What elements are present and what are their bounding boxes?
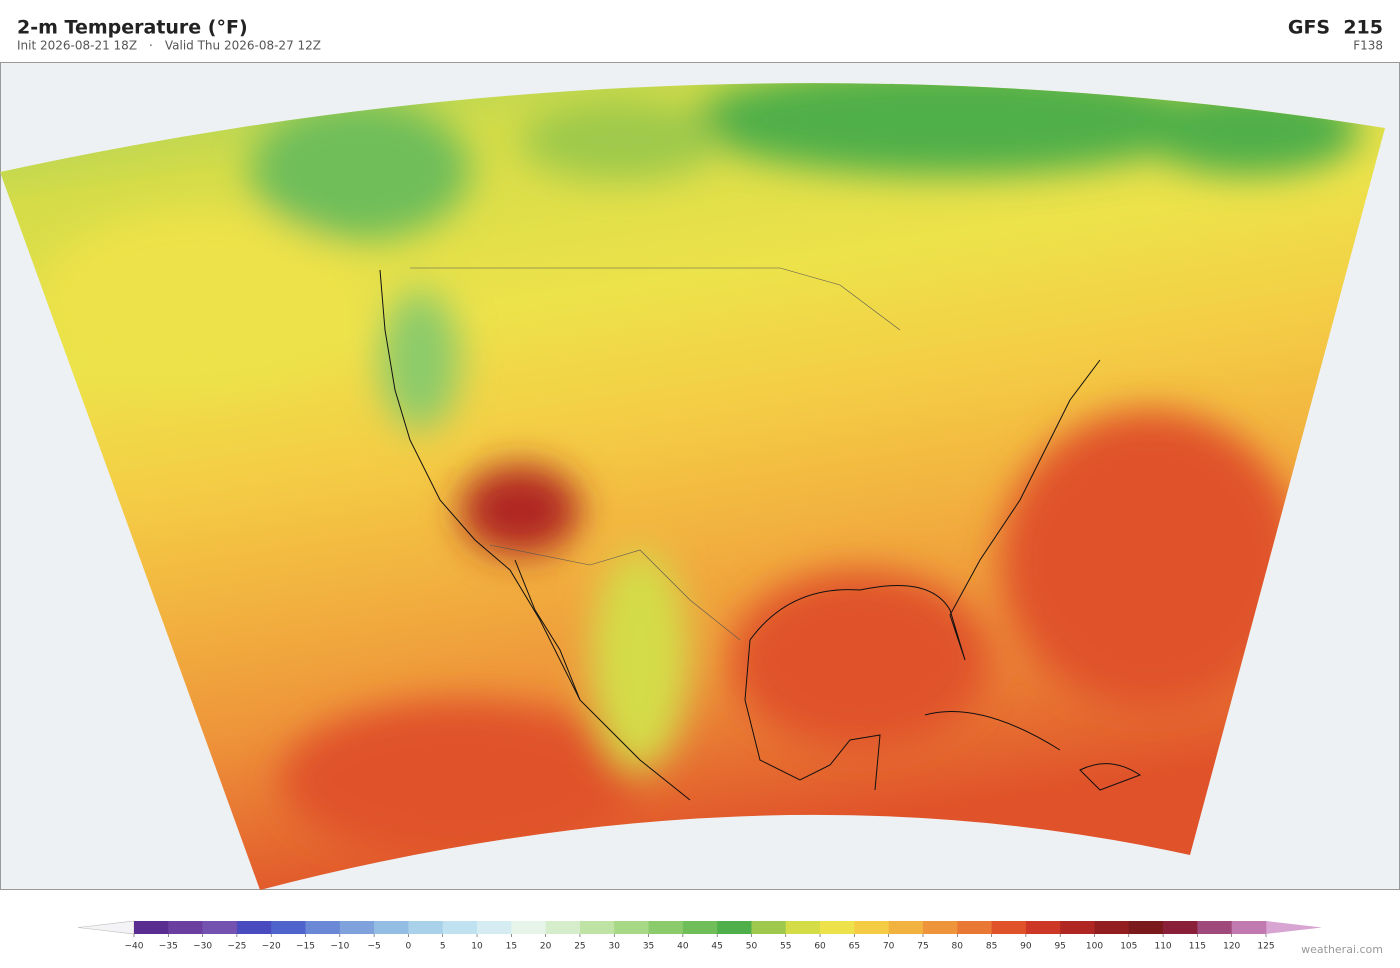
colorbar-segment (305, 921, 341, 934)
colorbar-tick-label: 20 (540, 942, 552, 952)
colorbar-tick-label: −30 (193, 942, 212, 952)
colorbar: −40 −35 −30 −25 −20 −15 −10 −5 0 5 10 15 20 25 30 35 40 4… (77, 920, 1322, 952)
colorbar-segment (1197, 921, 1232, 934)
colorbar-tick-label: −5 (367, 942, 380, 952)
colorbar-segment (888, 921, 924, 934)
colorbar-segment (545, 921, 581, 934)
colorbar-tick-label: 0 (406, 942, 412, 952)
colorbar-segment (134, 921, 169, 934)
colorbar-tick-label: 100 (1086, 942, 1103, 952)
colorbar-segment (236, 921, 272, 934)
colorbar-tick-label: 115 (1189, 942, 1206, 952)
colorbar-segment (168, 921, 203, 934)
colorbar-segment (511, 921, 546, 934)
colorbar-tick-label: 70 (883, 942, 895, 952)
colorbar-tick-label: −40 (125, 942, 144, 952)
colorbar-under (77, 920, 135, 935)
colorbar-segment (682, 921, 718, 934)
colorbar-tick-label: 15 (506, 942, 517, 952)
model-name: GFS 215 (1288, 17, 1383, 39)
separator: · (149, 39, 153, 53)
colorbar-segment (820, 921, 855, 934)
colorbar-tick-label: −10 (330, 942, 349, 952)
colorbar-segment (1025, 921, 1061, 934)
colorbar-tick-label: 60 (814, 942, 826, 952)
colorbar-tick-label: 75 (917, 942, 928, 952)
colorbar-tick-label: 85 (986, 942, 997, 952)
colorbar-tick-label: 105 (1120, 942, 1137, 952)
colorbar-tick-label: 65 (849, 942, 860, 952)
colorbar-segment (477, 921, 512, 934)
colorbar-segment (271, 921, 306, 934)
borders (410, 267, 901, 641)
colorbar-tick-label: 125 (1257, 942, 1274, 952)
colorbar-tick-label: −20 (262, 942, 281, 952)
colorbar-segment (957, 921, 992, 934)
colorbar-segment (717, 921, 752, 934)
colorbar-segment (1094, 921, 1130, 934)
colorbar-segment (442, 921, 478, 934)
colorbar-segment (854, 921, 889, 934)
coastlines (379, 269, 1142, 801)
colorbar-tick-label: 10 (471, 942, 483, 952)
colorbar-segment (1163, 921, 1198, 934)
field-features (40, 83, 1360, 860)
colorbar-segment (1231, 921, 1267, 934)
colorbar-tick-label: −35 (159, 942, 178, 952)
colorbar-tick-label: 120 (1223, 942, 1240, 952)
colorbar-tick-label: −15 (296, 942, 315, 952)
colorbar-tick-label: 25 (574, 942, 585, 952)
colorbar-tick-label: 50 (746, 942, 758, 952)
colorbar-tick-label: 95 (1054, 942, 1065, 952)
colorbar-segment (648, 921, 684, 934)
colorbar-tick-label: 80 (952, 942, 964, 952)
colorbar-segment (202, 921, 238, 934)
colorbar-over (1266, 921, 1322, 934)
init-time: Init 2026-08-21 18Z (17, 39, 137, 53)
colorbar-segment (785, 921, 821, 934)
temperature-field (0, 83, 1385, 891)
colorbar-tick-label: 110 (1154, 942, 1171, 952)
colorbar-tick-label: −25 (227, 942, 246, 952)
colorbar-tick-label: 45 (711, 942, 722, 952)
colorbar-tick-label: 90 (1020, 942, 1032, 952)
colorbar-tick-label: 30 (609, 942, 621, 952)
colorbar-segment (408, 921, 444, 934)
colorbar-segment (1060, 921, 1095, 934)
valid-time: Valid Thu 2026-08-27 12Z (165, 39, 321, 53)
colorbar-segment (1128, 921, 1164, 934)
colorbar-tick-label: 40 (677, 942, 689, 952)
credit: weatherai.com (1301, 943, 1383, 956)
colorbar-segment (579, 921, 615, 934)
colorbar-segment (991, 921, 1027, 934)
colorbar-segment (751, 921, 787, 934)
colorbar-segment (922, 921, 958, 934)
colorbar-segment (614, 921, 649, 934)
colorbar-tick-label: 35 (643, 942, 654, 952)
colorbar-segment (339, 921, 375, 934)
colorbar-segment (374, 921, 409, 934)
colorbar-tick-label: 5 (440, 942, 446, 952)
colorbar-tick-label: 55 (780, 942, 791, 952)
forecast-hour: F138 (1353, 39, 1383, 53)
title: 2-m Temperature (°F) (17, 17, 248, 39)
